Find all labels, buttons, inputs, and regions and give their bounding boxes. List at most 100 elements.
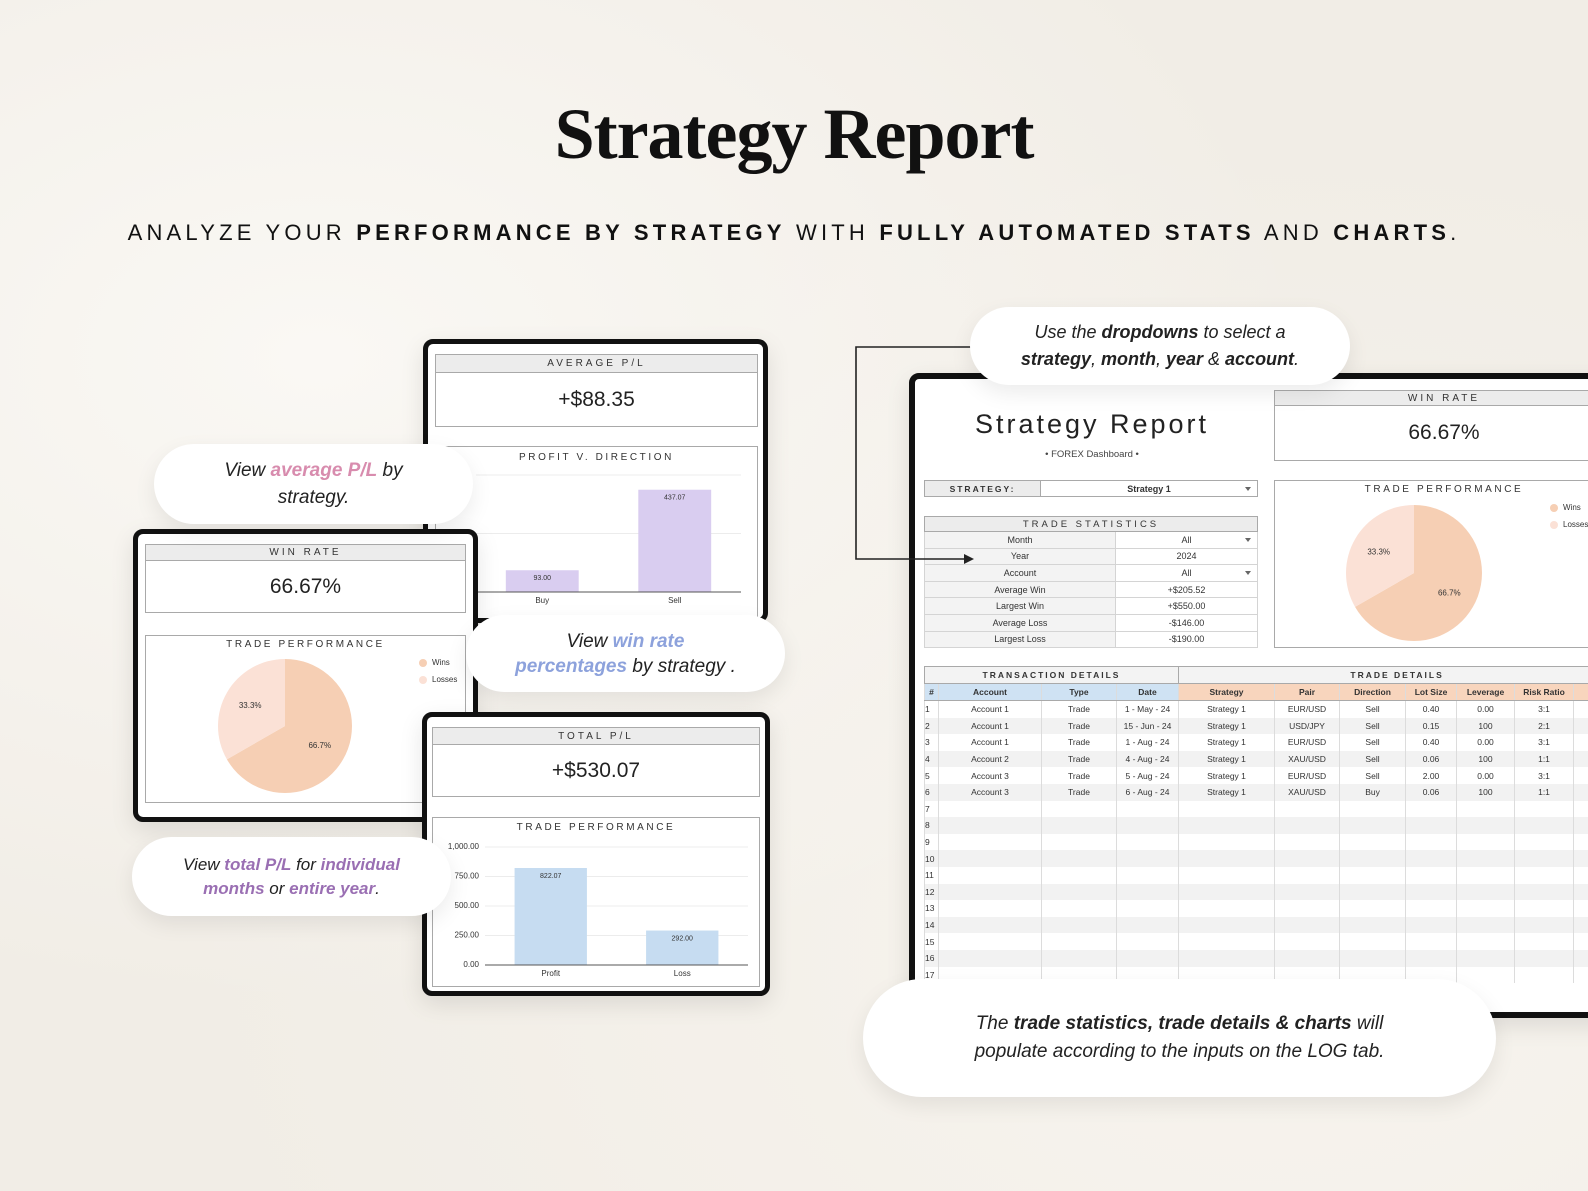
stat-value: -$146.00 [1116,615,1258,632]
x-tick-label: Sell [668,596,682,605]
callout-line: View total P/L for individual [183,853,400,877]
dropdown-arrow [1245,487,1251,491]
stat-label: Largest Win [924,598,1116,615]
text-segment: by [377,460,403,481]
table-row: 9 [924,833,1588,851]
chart-title: TRADE PERFORMANCE [226,639,385,650]
selector-value[interactable]: Strategy 1 [1041,480,1258,497]
text-segment: for [291,854,321,874]
legend-swatch [419,676,427,684]
legend-swatch [1550,504,1558,512]
stat-label: Average Win [924,581,1116,599]
table-cell: 6 - Aug - 24 [1115,783,1180,801]
legend-label: Wins [432,658,450,667]
table-cell [1573,966,1588,984]
callout: Use the dropdowns to select a strategy, m… [970,307,1350,385]
text-segment: strategy. [277,487,350,508]
table-cell: 1 - Aug - 24 [1115,734,1180,751]
stat-value[interactable]: All [1116,565,1258,582]
callout-line: strategy, month, year & account. [1021,346,1299,373]
text-segment: percentages [515,655,628,677]
legend-label: Losses [1563,520,1588,529]
table-cell: 4 [1573,717,1588,735]
chart-title: PROFIT V. DIRECTION [519,452,674,463]
pie-slice [218,659,285,760]
text-segment: by strategy . [627,655,736,677]
data-label: 93.00 [533,575,551,582]
connector-arrow [964,554,974,564]
chart-title: TRADE PERFORMANCE [516,822,676,833]
table-cell [1115,966,1180,984]
table-cell: 9 [1573,783,1588,801]
callout-line: strategy. [278,484,349,511]
stat-value: +$205.52 [1116,581,1258,599]
table-cell [1115,900,1180,917]
x-tick-label: Profit [541,969,560,978]
column-header: Type [1041,683,1117,701]
table-row: 17 [924,966,1588,984]
table-row: 6 Account 3 Trade 6 - Aug - 24 Strategy 1 XAU… [924,783,1588,801]
section-row: TRANSACTION DETAILS TRADE DETAILS [923,666,1588,684]
table-row: 10 [924,850,1588,867]
data-label: 66.7% [1438,589,1461,598]
stat-label: Largest Loss [924,631,1116,649]
dashboard-subtitle: • FOREX Dashboard • [1045,449,1139,460]
callout: The trade statistics, trade details & ch… [863,979,1496,1097]
callout-line: months or entire year. [203,877,380,901]
text-segment: , [1090,349,1101,369]
text-segment: The [975,1013,1014,1034]
bar [638,489,712,592]
stats-title: TRADE STATISTICS [924,516,1258,532]
table-row: 16 [924,949,1588,967]
table-row: 13 [924,900,1588,917]
text-segment: View [224,460,271,481]
metric-label: AVERAGE P/L [435,354,758,373]
callout-line: View win rate [567,629,685,654]
text-segment: average P/L [270,460,378,481]
callout-line: Use the dropdowns to select a [1034,319,1285,346]
text-segment: win rate [612,630,685,652]
text-segment: ANALYZE YOUR [127,220,357,245]
metric-label: WIN RATE [145,544,466,561]
text-segment: months [203,878,265,898]
table-cell: 12 [1573,700,1588,718]
header-row: # Account Type Date Strategy Pair Direction Lot… [924,683,1588,701]
table-row: 7 [924,800,1588,818]
pie-slice [226,659,352,793]
column-header: E [1573,683,1588,701]
data-label: 33.3% [239,701,262,710]
connector-line [855,346,972,560]
dropdown-arrow [1245,571,1251,576]
column-header: Account [938,683,1042,701]
page-title: Strategy Report [554,94,1035,174]
legend-swatch [1550,521,1558,529]
table-cell [1573,916,1588,934]
text-segment: year [1165,349,1204,369]
trade-table: TRANSACTION DETAILS TRADE DETAILS # Account… [923,666,1588,984]
table-cell: 8 [1573,767,1588,784]
text-segment: CHARTS [1333,220,1451,245]
table-cell [1115,933,1180,950]
table-cell [1573,933,1588,950]
text-segment: Use the [1034,322,1102,342]
pie-slice [1346,505,1414,607]
table-row: 2 Account 1 Trade 15 - Jun - 24 Strategy 1 US… [924,717,1588,735]
text-segment: PERFORMANCE BY STRATEGY [356,220,786,245]
table-cell: 4 - Aug - 24 [1115,750,1180,768]
table-cell: 5 [1573,750,1588,768]
bar [514,867,587,965]
text-segment: , [1155,349,1166,369]
table-row: 3 Account 1 Trade 1 - Aug - 24 Strategy 1 EUR… [924,734,1588,751]
data-label: 292.00 [672,935,694,942]
table-cell [1573,949,1588,967]
stat-value: -$190.00 [1116,631,1258,649]
text-segment: WITH [785,220,880,245]
table-cell: 5 - Aug - 24 [1115,767,1180,784]
pie-slice [1355,505,1482,641]
column-header: Direction [1339,683,1407,701]
callout-line: View average P/L by [224,457,402,484]
stat-value[interactable]: All [1116,532,1258,549]
data-label: 66.7% [308,741,331,750]
table-row: 5 Account 3 Trade 5 - Aug - 24 Strategy 1 EUR… [924,767,1588,784]
table-row: 1 Account 1 Trade 1 - May - 24 Strategy 1 EUR… [924,700,1588,718]
